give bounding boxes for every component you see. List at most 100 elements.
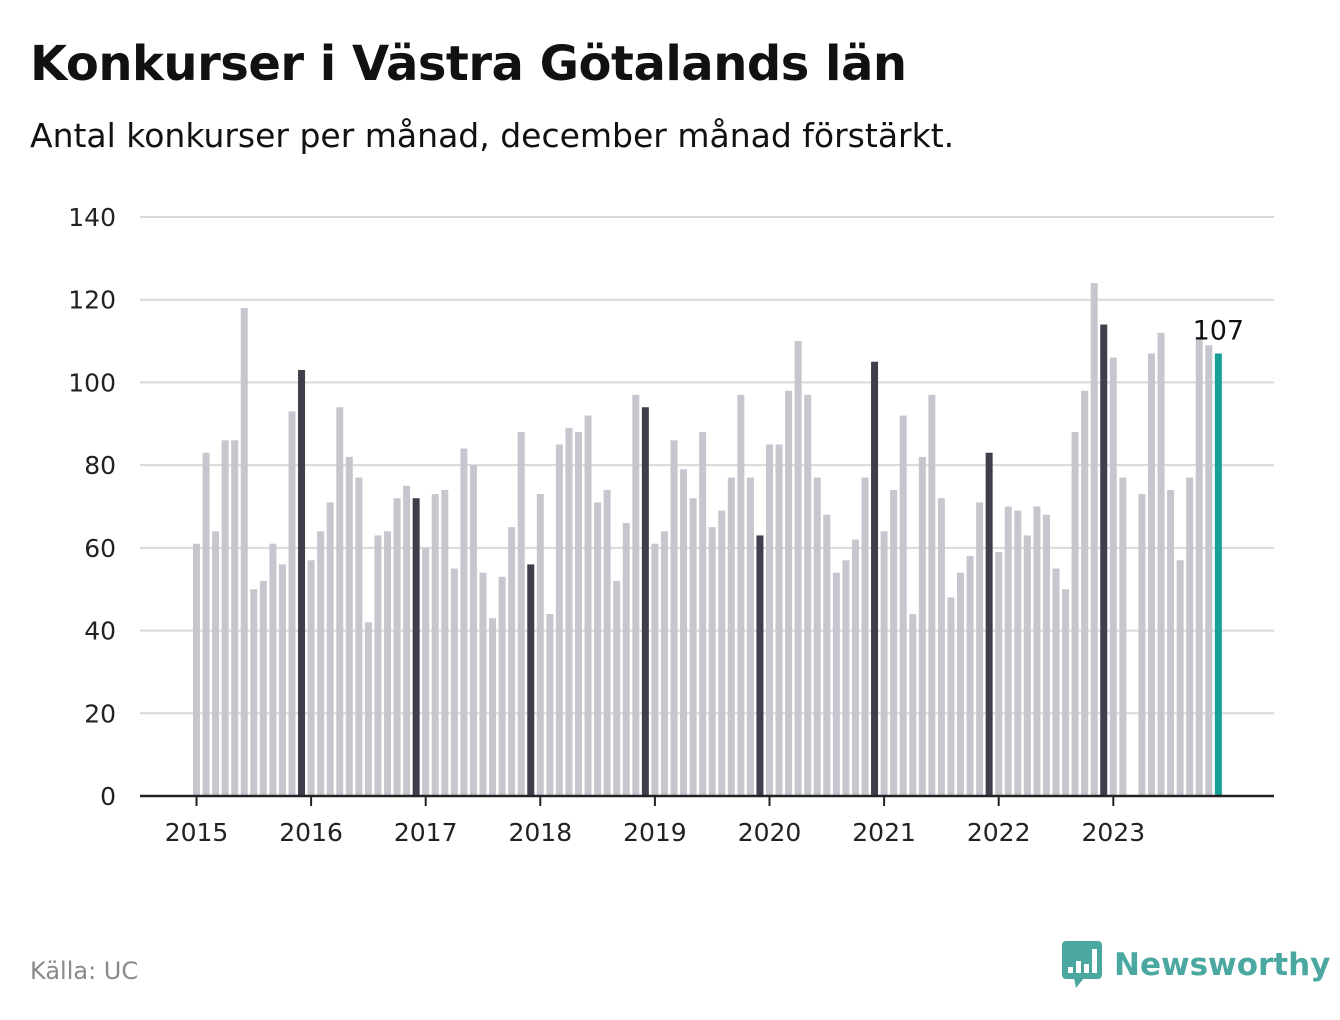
bar (1157, 332, 1165, 796)
bar (794, 341, 802, 796)
bar (708, 527, 716, 796)
bar (536, 494, 544, 796)
x-tick-label: 2022 (967, 818, 1031, 847)
bar (937, 498, 945, 796)
bar (555, 444, 563, 796)
bar (976, 502, 984, 796)
bar (871, 361, 879, 796)
bar (1176, 560, 1184, 796)
bar (431, 494, 439, 796)
bar (575, 432, 582, 796)
bar (403, 485, 411, 796)
bar (393, 498, 401, 796)
bar (928, 394, 936, 796)
bar (823, 514, 831, 796)
chart-title: Konkurser i Västra Götalands län (30, 36, 907, 92)
bar (441, 489, 449, 796)
bar (298, 370, 306, 796)
bar (947, 597, 955, 796)
bar (832, 572, 840, 796)
bar (766, 444, 773, 796)
bar (422, 547, 430, 796)
bar (250, 589, 258, 796)
bar (269, 543, 277, 796)
bar (1186, 477, 1194, 796)
x-tick-label: 2015 (165, 818, 229, 847)
bar (1167, 489, 1175, 796)
bar (326, 502, 334, 796)
bar (193, 543, 200, 796)
bar (212, 531, 220, 796)
bar (918, 456, 926, 796)
bar (842, 560, 850, 796)
bar (317, 531, 325, 796)
bar (756, 535, 764, 796)
bar (689, 498, 697, 796)
x-tick-label: 2019 (623, 818, 687, 847)
y-tick-label: 80 (84, 451, 116, 480)
bar (1042, 514, 1050, 796)
bar (259, 580, 267, 796)
bar (680, 469, 688, 796)
bar (345, 456, 353, 796)
bar (1081, 390, 1089, 796)
bar (450, 568, 458, 796)
bar (1138, 494, 1146, 796)
bar (546, 614, 554, 796)
bar (374, 535, 382, 796)
bar (775, 444, 783, 796)
bar (957, 572, 964, 796)
bar (489, 618, 497, 796)
bar (594, 502, 602, 796)
bar (202, 452, 210, 796)
x-tick-label: 2020 (738, 818, 802, 847)
bar (727, 477, 735, 796)
bar (479, 572, 487, 796)
bar (670, 440, 678, 796)
bar (995, 551, 1003, 796)
bar (660, 531, 668, 796)
bar (1100, 324, 1108, 796)
bar-chart-speech-bubble-icon (1062, 941, 1102, 988)
y-tick-label: 60 (84, 534, 116, 563)
bar (985, 452, 993, 796)
bar (1052, 568, 1060, 796)
bar (804, 394, 812, 796)
bar (364, 622, 372, 796)
bar (221, 440, 229, 796)
bar (861, 477, 869, 796)
bar (1033, 506, 1041, 796)
bar (517, 432, 525, 796)
bar (699, 432, 707, 796)
y-tick-label: 40 (84, 617, 116, 646)
bar (1014, 510, 1022, 796)
bar (613, 580, 621, 796)
bar (1090, 283, 1098, 797)
bar (890, 489, 898, 796)
bar (355, 477, 363, 796)
bar (641, 407, 649, 796)
latest-value-label: 107 (1193, 315, 1245, 346)
bar (1023, 535, 1031, 796)
bar (336, 407, 344, 796)
bar (1214, 353, 1222, 796)
bar (498, 576, 506, 796)
bar (1004, 506, 1012, 796)
bar (651, 543, 659, 796)
bar (412, 498, 420, 796)
bar (460, 448, 468, 796)
bar (240, 307, 248, 796)
bar (469, 465, 477, 796)
x-tick-label: 2017 (394, 818, 458, 847)
bar (1119, 477, 1127, 796)
bar (813, 477, 821, 796)
bar (307, 560, 315, 796)
bar (384, 531, 391, 796)
bar (231, 440, 239, 796)
bar (737, 394, 745, 796)
bar (584, 415, 592, 796)
y-tick-label: 140 (68, 203, 116, 232)
bar (565, 427, 573, 796)
bar (1071, 432, 1079, 796)
bar (880, 531, 888, 796)
